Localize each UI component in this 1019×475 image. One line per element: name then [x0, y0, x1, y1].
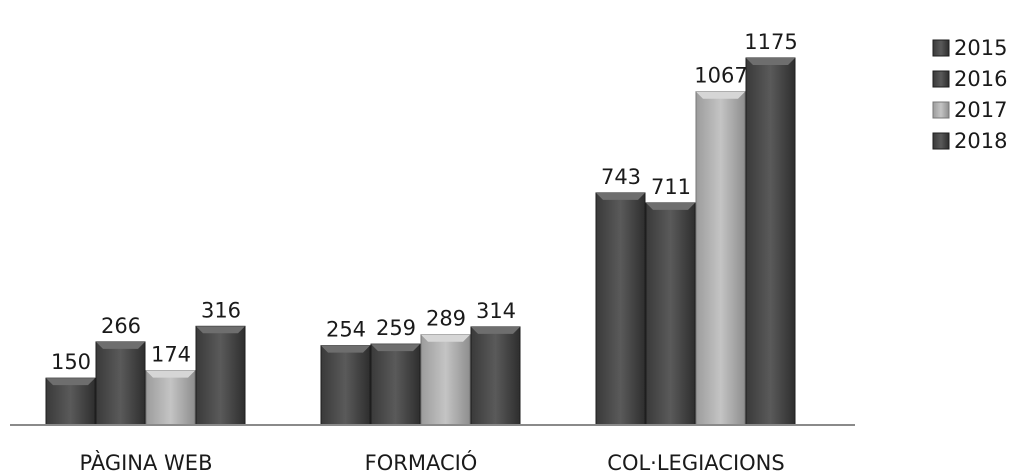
data-label-2015-2: 743 [601, 165, 641, 189]
bar-2015-0 [45, 377, 96, 426]
bar-2016-2 [645, 202, 696, 426]
legend: 2015 2016 2017 2018 [932, 36, 1007, 153]
data-label-2016-1: 259 [376, 316, 416, 340]
legend-label-2016: 2016 [954, 67, 1007, 91]
legend-label-2015: 2015 [954, 36, 1007, 60]
x-tick-label-0: PÀGINA WEB [80, 450, 213, 475]
x-tick-label-2: COL·LEGIACIONS [607, 451, 784, 475]
legend-label-2017: 2017 [954, 98, 1007, 122]
bar-2015-1 [320, 345, 371, 426]
bar-2016-1 [370, 343, 421, 426]
data-label-2016-0: 266 [101, 314, 141, 338]
legend-item-2016: 2016 [932, 67, 1007, 91]
legend-item-2017: 2017 [932, 98, 1007, 122]
bar-2017-2 [695, 91, 746, 426]
data-label-2018-1: 314 [476, 299, 516, 323]
data-label-2017-1: 289 [426, 307, 466, 331]
legend-item-2018: 2018 [932, 129, 1007, 153]
x-axis-tick-labels: PÀGINA WEB FORMACIÓ COL·LEGIACIONS [80, 450, 785, 475]
data-label-2015-0: 150 [51, 350, 91, 374]
data-label-2015-1: 254 [326, 318, 366, 342]
bar-2017-0 [145, 370, 196, 426]
bar-2017-1 [420, 334, 471, 426]
legend-swatch-2017 [932, 101, 950, 119]
bar-2015-2 [595, 192, 646, 426]
data-label-2018-0: 316 [201, 298, 241, 322]
legend-swatch-2015 [932, 39, 950, 57]
x-tick-label-1: FORMACIÓ [365, 450, 478, 475]
bar-2018-2 [745, 57, 796, 426]
bar-2016-0 [95, 341, 146, 426]
data-label-2017-0: 174 [151, 343, 191, 367]
data-label-2017-2: 1067 [694, 64, 747, 88]
legend-label-2018: 2018 [954, 129, 1007, 153]
bar-2018-0 [195, 325, 246, 426]
legend-swatch-2018 [932, 132, 950, 150]
legend-item-2015: 2015 [932, 36, 1007, 60]
plot-area: 150 266 174 316 254 259 289 314 743 711 1067 1175 [45, 30, 798, 426]
bar-2018-1 [470, 326, 521, 426]
legend-swatch-2016 [932, 70, 950, 88]
data-label-2016-2: 711 [651, 175, 691, 199]
data-label-2018-2: 1175 [744, 30, 797, 54]
